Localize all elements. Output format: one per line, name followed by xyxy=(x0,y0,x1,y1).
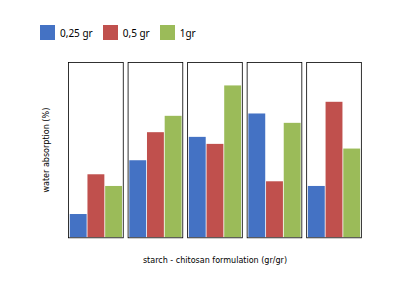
svg-text:starch - chitosan formulation: starch - chitosan formulation (gr/gr) xyxy=(143,256,287,265)
html-text:1gr: 1gr xyxy=(179,25,196,40)
html-text:0,25 gr: 0,25 gr xyxy=(60,25,93,40)
html-text:0,5 gr: 0,5 gr xyxy=(122,25,150,40)
svg-text:water absorption (%): water absorption (%) xyxy=(42,108,51,193)
